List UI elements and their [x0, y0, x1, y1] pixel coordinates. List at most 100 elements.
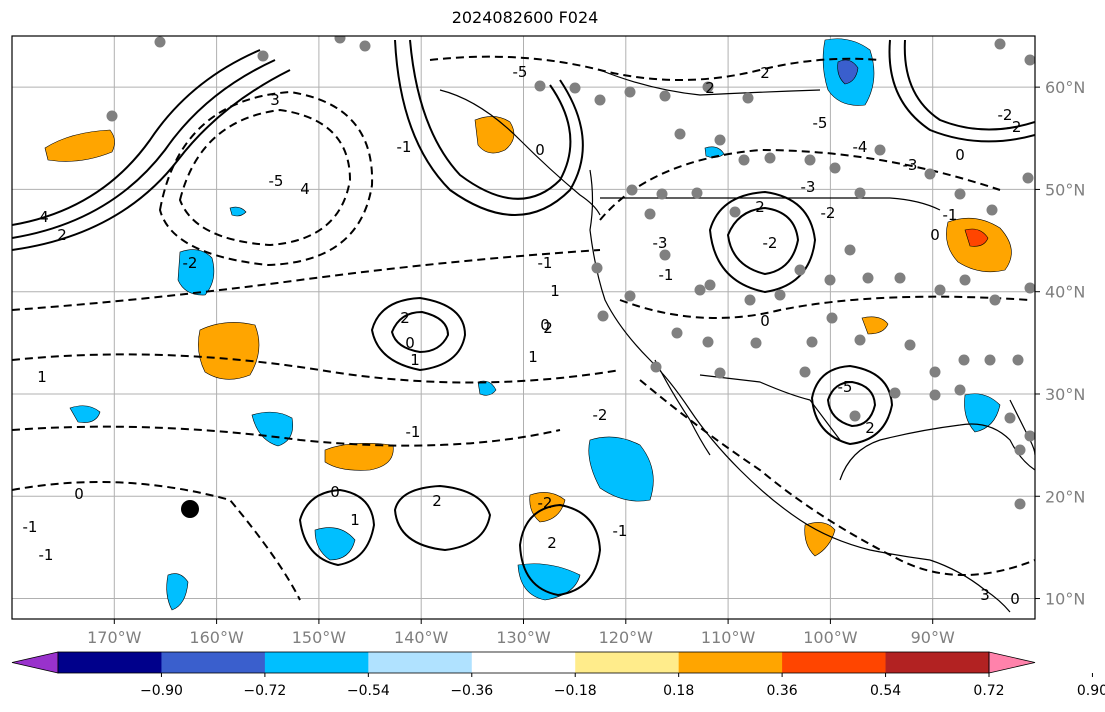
- colorbar-segment: [161, 652, 266, 673]
- contour-label: 2: [865, 419, 875, 437]
- orange-patch-central: [198, 322, 260, 380]
- colorbar-extend-high: [988, 651, 1036, 674]
- blue-patch-mid-west: [69, 405, 101, 423]
- contour-label: -3: [903, 156, 918, 174]
- contour-low-west: [12, 49, 261, 226]
- station-dot: [334, 36, 346, 44]
- colorbar-tick-label: 0.90: [1077, 683, 1105, 699]
- station-dot: [691, 187, 703, 199]
- colorbar-segment: [678, 652, 783, 673]
- colorbar-tick-label: 0.72: [973, 683, 1004, 699]
- coast-arctic: [599, 69, 821, 96]
- station-dot: [824, 274, 836, 286]
- station-dot: [659, 90, 671, 102]
- contour-label: -5: [813, 114, 828, 132]
- colorbar-extend-low: [11, 651, 59, 674]
- contour-lines-dashed: [12, 55, 1035, 601]
- contour-label: -3: [653, 234, 668, 252]
- station-dot: [794, 264, 806, 276]
- contour-label: 1: [350, 511, 360, 529]
- orange-patch-mexico: [804, 522, 836, 557]
- contour-label: 2: [400, 309, 410, 327]
- contour-label: 2: [57, 226, 67, 244]
- contour-label: 1: [410, 351, 420, 369]
- contour-ridge-alaska-2: [409, 39, 572, 200]
- contour-label: -5: [269, 172, 284, 190]
- dashed-conus-1: [599, 148, 1001, 221]
- colorbar-frame: [57, 651, 990, 674]
- contour-label: 0: [540, 316, 550, 334]
- station-dot: [849, 410, 861, 422]
- colorbar-tick-label: −0.36: [450, 683, 493, 699]
- contour-label: 2: [543, 319, 553, 337]
- station-dot: [994, 38, 1006, 50]
- station-dot: [764, 152, 776, 164]
- colorbar-tick-label: −0.90: [140, 683, 183, 699]
- station-dot: [854, 334, 866, 346]
- dashed-low-1: [178, 108, 352, 247]
- station-dot: [154, 36, 166, 48]
- contour-lines: [12, 39, 1035, 597]
- station-dots: [106, 36, 1035, 510]
- contour-label: -1: [943, 206, 958, 224]
- station-dot: [1004, 412, 1016, 424]
- station-dot: [844, 244, 856, 256]
- contour-labels: 42-5 43-5-20-112-101210-1-1012-12-2-2-302…: [23, 63, 1022, 608]
- border-us-mexico: [699, 374, 841, 441]
- contour-label: 2: [760, 64, 770, 82]
- station-dot: [569, 82, 581, 94]
- lat-tick-label: 50°N: [1045, 180, 1085, 199]
- station-dot: [806, 336, 818, 348]
- station-dot: [1024, 282, 1035, 294]
- station-dot: [714, 134, 726, 146]
- station-dot: [1024, 430, 1035, 442]
- contour-label: 2: [547, 534, 557, 552]
- colorbar-segment: [885, 652, 990, 673]
- orange-patch-alaska: [474, 116, 515, 154]
- contour-label: -2: [821, 204, 836, 222]
- dashed-belt-1: [12, 249, 601, 311]
- colorbar-segment: [782, 652, 887, 673]
- lat-tick-label: 30°N: [1045, 385, 1085, 404]
- lon-tick-label: 120°W: [599, 628, 654, 647]
- station-dot: [656, 188, 668, 200]
- station-dot: [958, 354, 970, 366]
- station-dot: [597, 310, 609, 322]
- map-title: 2024082600 F024: [451, 8, 599, 27]
- contour-label: 0: [1010, 590, 1020, 608]
- lon-tick-label: 100°W: [803, 628, 858, 647]
- station-dot: [626, 184, 638, 196]
- station-dot: [989, 294, 1001, 306]
- contour-label: -1: [397, 138, 412, 156]
- station-dot: [959, 274, 971, 286]
- lon-tick-label: 110°W: [701, 628, 756, 647]
- contour-south-3: [518, 503, 602, 597]
- colorbar-segment: [471, 652, 576, 673]
- station-dot: [929, 389, 941, 401]
- contour-high-texas-inner: [826, 380, 877, 428]
- contour-label: 0: [74, 485, 84, 503]
- blue-patch-north-1: [177, 249, 215, 296]
- contour-label: -2: [183, 254, 198, 272]
- contour-label: -1: [538, 254, 553, 272]
- contour-label: 2: [705, 79, 715, 97]
- station-dot: [924, 168, 936, 180]
- contour-ridge-alaska-1: [394, 39, 584, 216]
- blue-patch-small-1: [477, 380, 497, 396]
- station-dot: [862, 272, 874, 284]
- contour-label: 3: [270, 91, 280, 109]
- station-dot: [854, 187, 866, 199]
- coast-alaska: [439, 89, 601, 216]
- station-dot: [954, 188, 966, 200]
- station-dot: [738, 154, 750, 166]
- station-dot: [671, 327, 683, 339]
- border-us-canada: [600, 197, 941, 211]
- station-dot: [594, 94, 606, 106]
- longitude-ticks: 170°W 160°W 150°W 140°W 130°W 120°W 110°W 100°W…: [87, 619, 955, 647]
- dashed-conus-2: [619, 295, 1031, 319]
- contour-label: -1: [659, 266, 674, 284]
- colorbar-tick-label: −0.18: [554, 683, 597, 699]
- station-dot: [986, 204, 998, 216]
- contour-label: 3: [980, 586, 990, 604]
- contour-south-2: [393, 484, 492, 552]
